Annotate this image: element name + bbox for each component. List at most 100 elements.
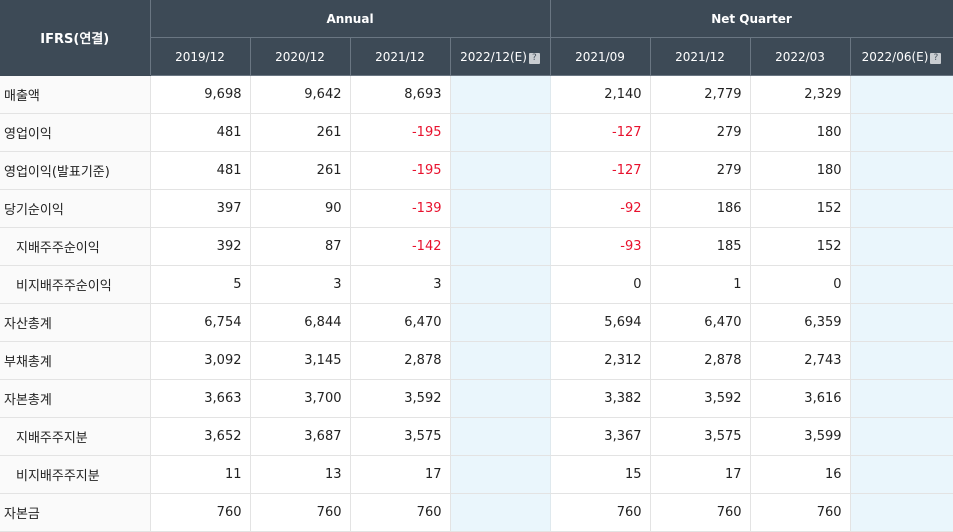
- table-cell: [850, 265, 953, 304]
- table-cell: 3,382: [550, 379, 651, 418]
- table-cell: 3,575: [650, 417, 751, 456]
- table-cell: 6,470: [650, 303, 751, 342]
- table-row: 자본총계 3,663 3,700 3,592 3,382 3,592 3,616: [0, 379, 953, 418]
- column-header: 2022/06(E)?: [850, 37, 953, 76]
- row-label: 당기순이익: [0, 189, 151, 228]
- table-cell: 760: [650, 493, 751, 532]
- table-cell: [850, 341, 953, 380]
- table-cell: 481: [150, 151, 251, 190]
- table-cell: 2,743: [750, 341, 851, 380]
- corner-header: IFRS(연결): [0, 0, 151, 76]
- table-cell: [450, 265, 551, 304]
- table-cell: 17: [350, 455, 451, 494]
- table-cell: [850, 113, 953, 152]
- table-row: 영업이익 481 261 -195 -127 279 180: [0, 113, 953, 152]
- table-cell: 3,687: [250, 417, 351, 456]
- row-label: 비지배주주순이익: [0, 265, 151, 304]
- table-cell: 180: [750, 113, 851, 152]
- table-cell: [850, 75, 953, 114]
- table-row: 지배주주순이익 392 87 -142 -93 185 152: [0, 227, 953, 266]
- table-cell: 6,359: [750, 303, 851, 342]
- table-cell: -127: [550, 113, 651, 152]
- column-header: 2022/03: [750, 37, 851, 76]
- table-cell: 5: [150, 265, 251, 304]
- column-header: 2021/12: [350, 37, 451, 76]
- table-cell: 2,779: [650, 75, 751, 114]
- question-icon[interactable]: ?: [528, 52, 540, 64]
- table-cell: [850, 379, 953, 418]
- table-cell: 760: [550, 493, 651, 532]
- table-cell: 87: [250, 227, 351, 266]
- table-cell: 2,140: [550, 75, 651, 114]
- row-label: 영업이익: [0, 113, 151, 152]
- table-cell: 3,616: [750, 379, 851, 418]
- table-cell: 11: [150, 455, 251, 494]
- table-cell: 9,642: [250, 75, 351, 114]
- table-cell: [450, 227, 551, 266]
- table-cell: [450, 151, 551, 190]
- table-cell: 2,878: [650, 341, 751, 380]
- table-cell: 3,592: [350, 379, 451, 418]
- table-cell: [450, 113, 551, 152]
- table-cell: 481: [150, 113, 251, 152]
- table-row: 지배주주지분 3,652 3,687 3,575 3,367 3,575 3,599: [0, 417, 953, 456]
- table-cell: -139: [350, 189, 451, 228]
- table-row: 비지배주주지분 11 13 17 15 17 16: [0, 455, 953, 494]
- table-cell: 397: [150, 189, 251, 228]
- table-cell: [450, 417, 551, 456]
- table-cell: 2,878: [350, 341, 451, 380]
- table-cell: 2,312: [550, 341, 651, 380]
- table-cell: 16: [750, 455, 851, 494]
- question-icon[interactable]: ?: [930, 52, 942, 64]
- row-label: 비지배주주지분: [0, 455, 151, 494]
- table-cell: 5,694: [550, 303, 651, 342]
- table-cell: 3,599: [750, 417, 851, 456]
- table-cell: 9,698: [150, 75, 251, 114]
- table-cell: 3,652: [150, 417, 251, 456]
- table-cell: 3,145: [250, 341, 351, 380]
- table-cell: 6,470: [350, 303, 451, 342]
- table-cell: 261: [250, 113, 351, 152]
- row-label: 부채총계: [0, 341, 151, 380]
- table-cell: [450, 75, 551, 114]
- table-cell: 0: [750, 265, 851, 304]
- annual-group-header: Annual: [150, 0, 551, 38]
- column-header: 2020/12: [250, 37, 351, 76]
- table-cell: 3: [350, 265, 451, 304]
- row-label: 매출액: [0, 75, 151, 114]
- table-cell: 1: [650, 265, 751, 304]
- table-cell: 152: [750, 227, 851, 266]
- row-label: 자본총계: [0, 379, 151, 418]
- table-cell: [450, 303, 551, 342]
- table-cell: [850, 455, 953, 494]
- table-cell: -92: [550, 189, 651, 228]
- table-cell: 760: [250, 493, 351, 532]
- table-cell: -142: [350, 227, 451, 266]
- table-cell: 392: [150, 227, 251, 266]
- table-cell: 760: [150, 493, 251, 532]
- table-row: 자산총계 6,754 6,844 6,470 5,694 6,470 6,359: [0, 303, 953, 342]
- table-cell: 8,693: [350, 75, 451, 114]
- table-cell: -195: [350, 113, 451, 152]
- table-cell: [450, 493, 551, 532]
- table-cell: [850, 227, 953, 266]
- row-label: 자본금: [0, 493, 151, 532]
- table-cell: 90: [250, 189, 351, 228]
- table-cell: [850, 189, 953, 228]
- table-cell: 3,663: [150, 379, 251, 418]
- row-label: 지배주주지분: [0, 417, 151, 456]
- table-row: 영업이익(발표기준) 481 261 -195 -127 279 180: [0, 151, 953, 190]
- table-cell: 180: [750, 151, 851, 190]
- table-cell: -195: [350, 151, 451, 190]
- table-row: 부채총계 3,092 3,145 2,878 2,312 2,878 2,743: [0, 341, 953, 380]
- table-cell: 760: [750, 493, 851, 532]
- table-cell: 17: [650, 455, 751, 494]
- table-cell: 760: [350, 493, 451, 532]
- table-cell: -127: [550, 151, 651, 190]
- table-row: 매출액 9,698 9,642 8,693 2,140 2,779 2,329: [0, 75, 953, 114]
- column-header: 2021/09: [550, 37, 651, 76]
- table-cell: [450, 189, 551, 228]
- row-label: 영업이익(발표기준): [0, 151, 151, 190]
- table-cell: 3,592: [650, 379, 751, 418]
- table-cell: [850, 417, 953, 456]
